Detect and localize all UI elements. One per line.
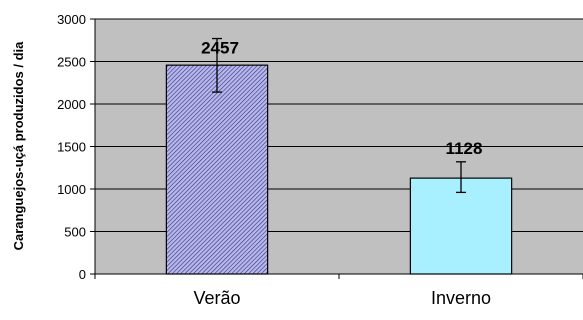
y-tick-label: 1500 bbox=[57, 140, 86, 155]
bars bbox=[165, 64, 513, 275]
y-tick-label: 0 bbox=[79, 267, 86, 282]
category-label: Verão bbox=[193, 288, 240, 308]
bar-1 bbox=[165, 64, 269, 275]
data-label: 1128 bbox=[446, 139, 483, 158]
category-labels: Verão Inverno bbox=[193, 288, 491, 308]
y-tick-label: 500 bbox=[64, 225, 86, 240]
category-label: Inverno bbox=[431, 288, 491, 308]
y-tick-label: 1000 bbox=[57, 182, 86, 197]
error-bars bbox=[212, 37, 466, 194]
error-bar bbox=[456, 161, 466, 194]
error-bar bbox=[212, 37, 222, 93]
y-ticks: 0 500 1000 1500 2000 2500 3000 bbox=[57, 12, 95, 282]
y-tick-label: 3000 bbox=[57, 12, 86, 27]
data-labels: 2457 1128 bbox=[201, 39, 482, 158]
y-axis-label: Caranguejos-uçá produzidos / dia bbox=[11, 41, 26, 251]
y-tick-label: 2500 bbox=[57, 55, 86, 70]
x-ticks bbox=[94, 274, 583, 279]
y-tick-label: 2000 bbox=[57, 97, 86, 112]
data-label: 2457 bbox=[201, 39, 239, 58]
